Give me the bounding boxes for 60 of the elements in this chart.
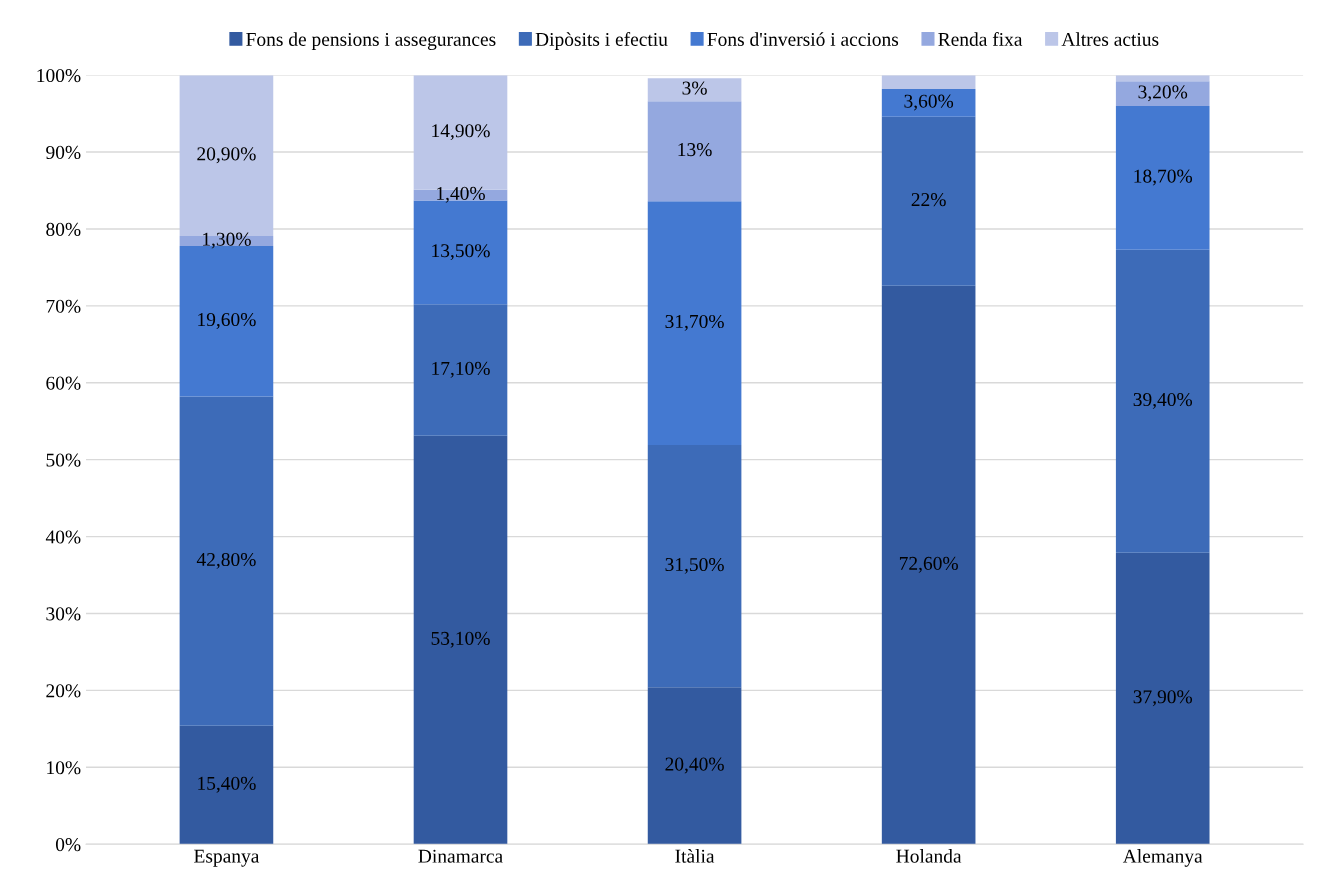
- data-label: 31,70%: [665, 314, 724, 331]
- data-label: 3%: [682, 81, 707, 95]
- data-label: 1,30%: [203, 232, 251, 249]
- y-tick-label: 80%: [46, 222, 81, 236]
- legend-label: Fons de pensions i assegurances: [246, 32, 496, 50]
- y-tick-label: 60%: [46, 376, 81, 390]
- data-label: 19,60%: [198, 312, 256, 329]
- data-label: 53,10%: [431, 631, 490, 648]
- bar: [1115, 105, 1210, 250]
- y-tick-label: 0%: [55, 838, 81, 852]
- data-label: 31,50%: [665, 557, 724, 574]
- data-label: 1,40%: [437, 186, 485, 203]
- legend-label: Altres actius: [1061, 32, 1159, 46]
- data-label: 42,80%: [196, 552, 256, 569]
- data-label: 3,60%: [904, 94, 954, 111]
- bar: [881, 116, 976, 286]
- data-label: 20,90%: [197, 147, 256, 164]
- data-label: 13%: [678, 143, 712, 157]
- x-tick-label: Alemanya: [1122, 849, 1203, 867]
- legend-label: Renda fixa: [938, 32, 1023, 46]
- bar: [179, 725, 274, 845]
- y-tick-label: 30%: [46, 607, 81, 621]
- bar: [1115, 81, 1210, 106]
- bar: [647, 201, 742, 446]
- data-label: 22%: [911, 193, 946, 207]
- legend-label: Dipòsits i efectiu: [535, 32, 668, 50]
- y-tick-label: 100%: [37, 68, 81, 83]
- y-tick-label: 90%: [46, 145, 81, 160]
- y-tick-label: 20%: [46, 684, 81, 698]
- data-label: 39,40%: [1133, 392, 1193, 409]
- data-label: 17,10%: [432, 361, 490, 378]
- bar: [1115, 552, 1210, 845]
- bar: [647, 78, 742, 102]
- y-tick-label: 70%: [46, 299, 81, 313]
- data-label: 37,90%: [1133, 690, 1193, 707]
- data-label: 20,40%: [665, 757, 724, 774]
- bar: [881, 88, 976, 117]
- bar: [647, 445, 742, 688]
- y-tick-label: 50%: [46, 453, 81, 467]
- x-tick-label: Espanya: [194, 849, 260, 867]
- bar: [413, 435, 508, 845]
- data-label: 15,40%: [198, 776, 256, 793]
- data-label: 13,50%: [432, 244, 490, 261]
- bar: [413, 304, 508, 436]
- x-tick-label: Itàlia: [675, 849, 715, 863]
- y-tick-label: 10%: [47, 761, 81, 775]
- data-label: 14,90%: [432, 124, 490, 141]
- data-label: 3,20%: [1138, 85, 1188, 102]
- bar: [881, 285, 976, 845]
- data-label: 18,70%: [1134, 169, 1193, 186]
- bar: [647, 687, 742, 845]
- data-label: 72,60%: [899, 556, 958, 573]
- y-tick-label: 40%: [45, 530, 81, 544]
- legend-label: Fons d'inversió i accions: [707, 32, 899, 46]
- bar: [647, 101, 742, 202]
- bar: [179, 396, 274, 726]
- x-tick-label: Dinamarca: [418, 849, 503, 863]
- x-tick-label: Holanda: [896, 849, 962, 863]
- bar: [881, 75, 976, 89]
- bar: [1115, 249, 1210, 553]
